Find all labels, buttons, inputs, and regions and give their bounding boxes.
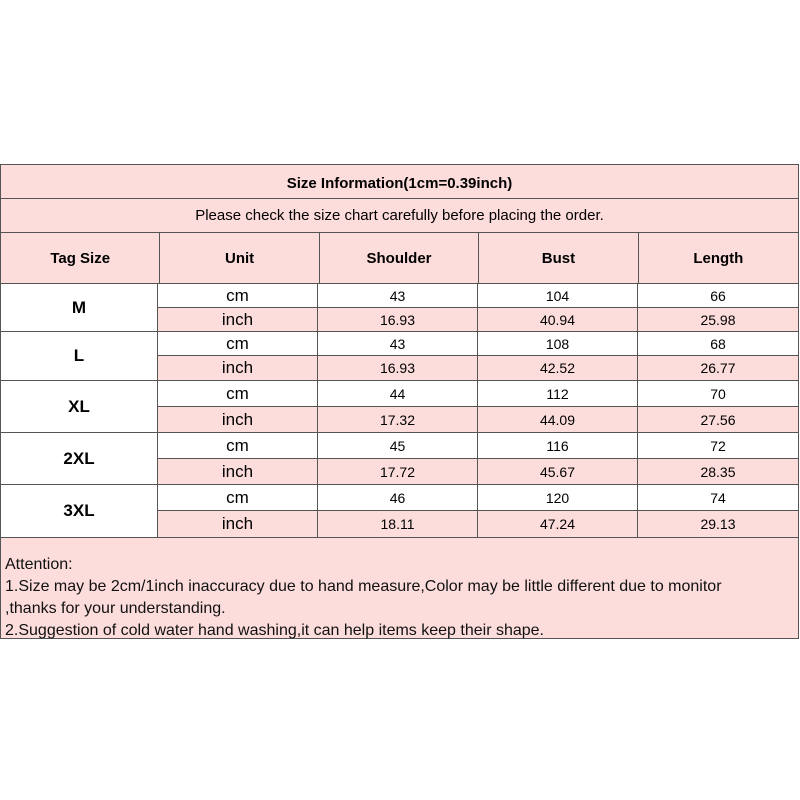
value-cell: 44 [318,381,478,406]
value-cell: 42.52 [478,356,638,380]
table-subtitle: Please check the size chart carefully be… [1,199,798,233]
value-cell: 40.94 [478,308,638,331]
unit-cell: inch [158,407,318,432]
table-title: Size Information(1cm=0.39inch) [1,165,798,199]
header-bust: Bust [479,233,639,283]
value-cell: 47.24 [478,511,638,537]
value-cell: 18.11 [318,511,478,537]
unit-cell: cm [158,381,318,406]
value-cell: 43 [318,284,478,307]
value-cell: 68 [710,335,726,352]
table-row: inch 18.11 47.24 29.13 [158,511,798,537]
header-unit: Unit [160,233,320,283]
tag-size: M [1,284,158,331]
value-cell: 16.93 [318,308,478,331]
size-block-3xl: 3XL cm 46 120 74 inch 18.11 47.24 29.13 [1,485,798,538]
table-row: cm 45 116 72 [158,433,798,459]
value-cell: 26.77 [700,360,736,376]
value-cell: 72 [710,437,726,454]
value-cell: 70 [710,385,726,402]
value-cell: 116 [478,433,638,458]
unit-cell: inch [158,356,318,380]
table-row: inch 17.32 44.09 27.56 [158,407,798,432]
table-row: inch 16.93 42.52 26.77 [158,356,798,380]
value-cell: 43 [318,332,478,355]
header-length: Length [693,249,744,267]
value-cell: 17.32 [318,407,478,432]
value-cell: 27.56 [700,411,736,428]
unit-cell: cm [158,485,318,510]
unit-cell: cm [158,284,318,307]
value-cell: 104 [478,284,638,307]
value-cell: 45 [318,433,478,458]
value-cell: 16.93 [318,356,478,380]
value-cell: 120 [478,485,638,510]
value-cell: 66 [710,287,726,304]
value-cell: 29.13 [700,516,736,532]
value-cell: 74 [710,489,726,506]
unit-cell: inch [158,511,318,537]
tag-size: 3XL [1,485,158,537]
size-block-2xl: 2XL cm 45 116 72 inch 17.72 45.67 28.35 [1,433,798,485]
value-cell: 112 [478,381,638,406]
tag-size: 2XL [1,433,158,484]
table-row: inch 17.72 45.67 28.35 [158,459,798,484]
attention-notes: Attention: 1.Size may be 2cm/1inch inacc… [1,538,798,639]
value-cell: 44.09 [478,407,638,432]
note-line: 1.Size may be 2cm/1inch inaccuracy due t… [5,578,722,595]
note-line: ,thanks for your understanding. [5,600,226,617]
table-row: cm 43 108 68 [158,332,798,356]
header-shoulder: Shoulder [320,233,480,283]
value-cell: 46 [318,485,478,510]
value-cell: 25.98 [700,311,736,328]
unit-cell: cm [158,332,318,355]
value-cell: 17.72 [318,459,478,484]
table-row: cm 46 120 74 [158,485,798,511]
value-cell: 45.67 [478,459,638,484]
tag-size: XL [1,381,158,432]
unit-cell: cm [158,433,318,458]
table-row: cm 43 104 66 [158,284,798,308]
unit-cell: inch [158,308,318,331]
table-row: cm 44 112 70 [158,381,798,407]
tag-size: L [1,332,158,380]
size-block-xl: XL cm 44 112 70 inch 17.32 44.09 27.56 [1,381,798,433]
value-cell: 108 [478,332,638,355]
header-row: Tag Size Unit Shoulder Bust Length [1,233,798,284]
note-line: Attention: [5,556,73,573]
size-chart-table: Size Information(1cm=0.39inch) Please ch… [0,164,799,639]
unit-cell: inch [158,459,318,484]
value-cell: 28.35 [700,463,736,480]
note-line: 2.Suggestion of cold water hand washing,… [5,622,544,639]
header-tag-size: Tag Size [1,233,161,283]
table-row: inch 16.93 40.94 25.98 [158,308,798,331]
